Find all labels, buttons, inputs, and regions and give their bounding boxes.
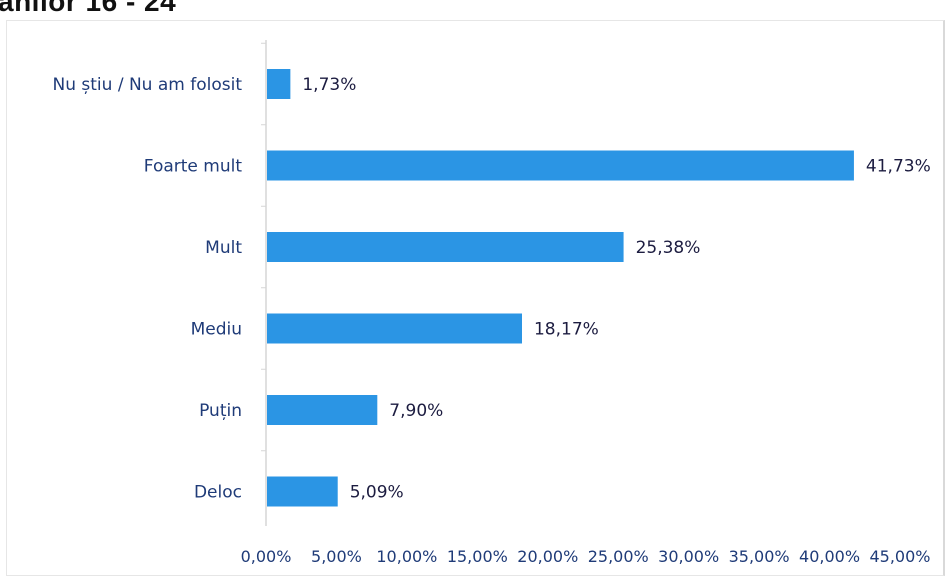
x-tick-label: 10,00% bbox=[376, 547, 437, 566]
chart-title-fragment: anilor 16 - 24 bbox=[0, 0, 177, 17]
category-label: Mult bbox=[205, 238, 242, 258]
data-label: 5,09% bbox=[350, 483, 404, 503]
x-tick-label: 25,00% bbox=[588, 547, 649, 566]
bar bbox=[267, 313, 522, 344]
data-label: 25,38% bbox=[636, 238, 701, 258]
category-label: Foarte mult bbox=[144, 157, 243, 177]
bar bbox=[267, 69, 291, 99]
bar bbox=[267, 232, 624, 262]
x-tick-label: 45,00% bbox=[869, 547, 930, 566]
x-tick-label: 35,00% bbox=[729, 547, 790, 566]
x-tick-label: 30,00% bbox=[658, 547, 719, 566]
data-label: 41,73% bbox=[866, 157, 931, 177]
category-label: Nu știu / Nu am folosit bbox=[53, 75, 243, 95]
data-label: 7,90% bbox=[389, 401, 443, 421]
category-label: Deloc bbox=[194, 483, 242, 503]
data-label: 18,17% bbox=[534, 320, 599, 340]
bar bbox=[267, 476, 338, 507]
x-tick-label: 5,00% bbox=[311, 547, 362, 566]
x-tick-label: 20,00% bbox=[517, 547, 578, 566]
bar bbox=[267, 395, 378, 425]
x-tick-label: 15,00% bbox=[447, 547, 508, 566]
chart-frame bbox=[6, 20, 945, 576]
x-tick-label: 0,00% bbox=[241, 547, 292, 566]
category-label: Mediu bbox=[191, 320, 242, 340]
bar bbox=[267, 150, 854, 181]
x-tick-label: 40,00% bbox=[799, 547, 860, 566]
category-label: Puțin bbox=[199, 401, 242, 421]
data-label: 1,73% bbox=[302, 75, 356, 95]
